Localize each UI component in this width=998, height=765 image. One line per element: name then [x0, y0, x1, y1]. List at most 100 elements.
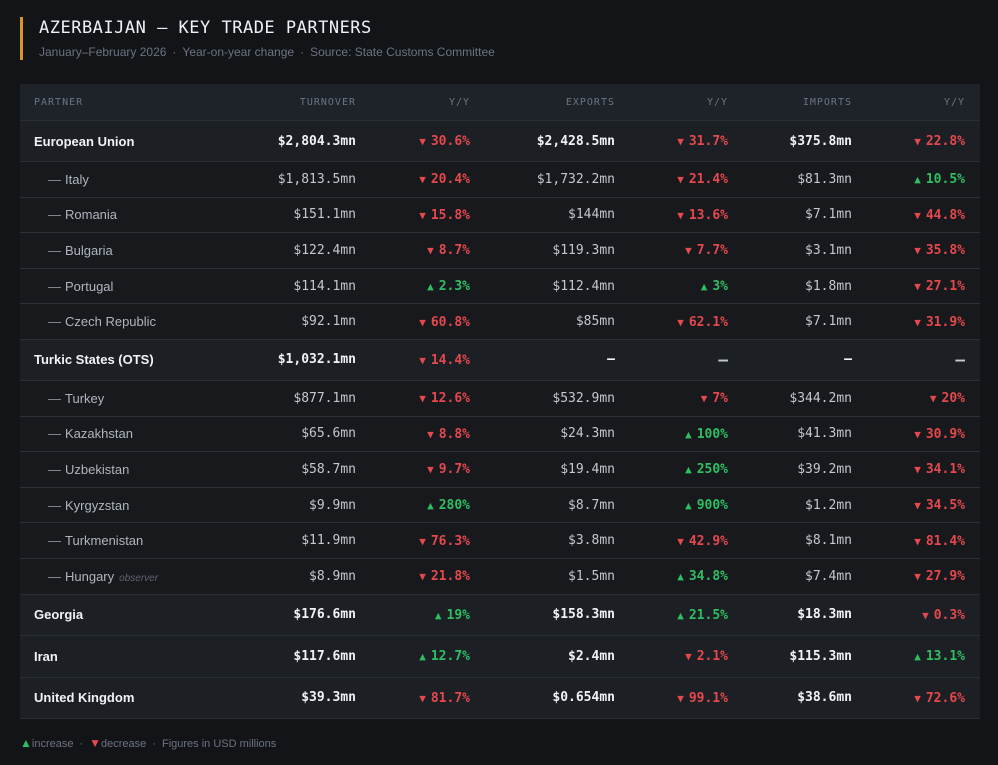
change-value: 13.6%: [688, 207, 728, 223]
imports-value: $344.2mn: [789, 390, 852, 406]
turnover-yy-change: ▼ 8.7%: [356, 241, 470, 259]
arrow-down-icon: ▼: [677, 315, 684, 329]
imports-yy-change: ▼ 30.9%: [852, 425, 965, 443]
partner-name: — Romania: [20, 207, 236, 222]
arrow-down-icon: ▼: [677, 534, 684, 548]
change-value: 21.5%: [688, 607, 728, 623]
partner-label: Czech Republic: [65, 314, 157, 330]
table-row[interactable]: — Portugal $114.1mn ▲ 2.3% $112.4mn ▲ 3% $1.8mn ▼…: [20, 268, 980, 305]
column-header-imports[interactable]: IMPORTS: [802, 96, 852, 108]
arrow-up-icon: ▲: [685, 427, 692, 441]
imports-value: $7.1mn: [805, 314, 852, 330]
table-row[interactable]: — Turkmenistan $11.9mn ▼ 76.3% $3.8mn ▼ 42.9% $8…: [20, 523, 980, 559]
partner-label: United Kingdom: [34, 690, 135, 706]
arrow-down-icon: ▼: [700, 392, 708, 406]
turnover-yy-change: ▼ 14.4%: [356, 351, 470, 369]
trade-partners-table: PARTNER TURNOVER Y/Y EXPORTS Y/Y IMPORTS…: [20, 84, 980, 719]
table-row[interactable]: — Romania $151.1mn ▼ 15.8% $144mn ▼ 13.6% $7.1mn…: [20, 197, 980, 234]
turnover-value: $8.9mn: [309, 568, 356, 584]
exports-value: $2.4mn: [568, 648, 615, 664]
exports-value: —: [607, 352, 615, 368]
arrow-up-icon: ▲: [685, 463, 692, 477]
exports-value: $24.3mn: [560, 426, 615, 442]
imports-value: $1.8mn: [805, 278, 852, 294]
arrow-down-icon: ▼: [427, 244, 434, 258]
change-value: 8.7%: [438, 243, 470, 259]
imports-value: $38.6mn: [797, 690, 852, 706]
change-value: 280%: [438, 498, 470, 514]
arrow-down-icon: ▼: [914, 534, 921, 548]
table-row[interactable]: — Kazakhstan $65.6mn ▼ 8.8% $24.3mn ▲ 100% $41.3…: [20, 416, 980, 453]
arrow-down-icon: ▼: [914, 570, 921, 584]
table-row[interactable]: — Czech Republic $92.1mn ▼ 60.8% $85mn ▼ 62.1% $…: [20, 304, 980, 340]
arrow-up-icon: ▲: [685, 499, 692, 513]
imports-yy-change: ▼ 34.5%: [852, 496, 965, 514]
turnover-yy-change: ▲ 2.3%: [356, 277, 470, 295]
exports-value: $144mn: [568, 207, 615, 223]
table-row[interactable]: — Italy $1,813.5mn ▼ 20.4% $1,732.2mn ▼ 21.4% $8…: [20, 162, 980, 198]
indent-dash-icon: —: [48, 314, 61, 330]
exports-value: $19.4mn: [560, 461, 615, 477]
indent-dash-icon: —: [48, 568, 61, 584]
column-header-exports[interactable]: EXPORTS: [565, 96, 615, 108]
table-row-group[interactable]: European Union $2,804.3mn ▼ 30.6% $2,428.5mn…: [20, 121, 980, 162]
change-value: 72.6%: [925, 690, 965, 706]
partner-name: — Portugal: [20, 279, 236, 294]
change-value: 21.4%: [688, 172, 728, 188]
arrow-down-icon: ▼: [685, 650, 692, 664]
exports-yy-change: ▼ 13.6%: [615, 206, 728, 224]
arrow-down-icon: ▼: [914, 463, 921, 477]
turnover-value: $11.9mn: [301, 533, 356, 549]
exports-yy-change: ▲ 34.8%: [615, 567, 728, 585]
partner-name: — Turkey: [20, 391, 236, 406]
arrow-down-icon: ▼: [419, 534, 426, 548]
arrow-up-icon: ▲: [914, 173, 921, 187]
table-row[interactable]: — Uzbekistan $58.7mn ▼ 9.7% $19.4mn ▲ 250% $39.2…: [20, 452, 980, 488]
partner-label: Kyrgyzstan: [65, 497, 130, 513]
arrow-down-icon: ▼: [685, 244, 692, 258]
table-row-group[interactable]: United Kingdom $39.3mn ▼ 81.7% $0.654mn ▼ 99.1…: [20, 677, 980, 719]
turnover-value: $2,804.3mn: [277, 133, 356, 149]
table-body: European Union $2,804.3mn ▼ 30.6% $2,428.5mn…: [20, 121, 980, 719]
table-row-group[interactable]: Iran $117.6mn ▲ 12.7% $2.4mn ▼ 2.1% $115.3mn ▲ 13…: [20, 635, 980, 678]
turnover-yy-change: ▼ 30.6%: [356, 132, 470, 150]
arrow-down-icon: ▼: [914, 244, 921, 258]
imports-value: $18.3mn: [797, 607, 852, 623]
page-title: AZERBAIJAN — KEY TRADE PARTNERS: [39, 18, 372, 38]
table-row[interactable]: — Kyrgyzstan $9.9mn ▲ 280% $8.7mn ▲ 900% $1.2mn ▼…: [20, 487, 980, 524]
empty-value: —: [718, 349, 728, 369]
turnover-value: $65.6mn: [301, 426, 356, 442]
table-row[interactable]: — Hungary observer $8.9mn ▼ 21.8% $1.5mn ▲ 34.8%…: [20, 558, 980, 595]
imports-yy-change: ▼ 44.8%: [852, 206, 965, 224]
exports-yy-change: ▲ 100%: [615, 425, 728, 443]
partner-name: — Kyrgyzstan: [20, 498, 236, 513]
arrow-down-icon: ▼: [419, 691, 426, 705]
imports-yy-change: ▼ 34.1%: [852, 460, 965, 478]
column-header-exports-yy[interactable]: Y/Y: [706, 96, 728, 108]
column-header-turnover[interactable]: TURNOVER: [299, 96, 356, 108]
partner-name: — Hungary observer: [20, 569, 236, 584]
table-row[interactable]: — Bulgaria $122.4mn ▼ 8.7% $119.3mn ▼ 7.7% $3.1m…: [20, 233, 980, 269]
arrow-down-icon: ▼: [427, 427, 434, 441]
partner-label: European Union: [34, 133, 135, 149]
imports-value: $8.1mn: [805, 533, 852, 549]
exports-yy-change: ▼ 99.1%: [615, 689, 728, 707]
partner-label: Romania: [65, 207, 118, 223]
partner-name: Georgia: [20, 607, 236, 622]
change-value: 22.8%: [925, 134, 965, 149]
change-value: 62.1%: [688, 314, 728, 330]
column-header-imports-yy[interactable]: Y/Y: [943, 96, 965, 108]
change-value: 34.8%: [688, 569, 728, 585]
change-value: 60.8%: [430, 314, 470, 330]
table-row[interactable]: — Turkey $877.1mn ▼ 12.6% $532.9mn ▼ 7% $344.2mn…: [20, 380, 980, 417]
exports-yy-change: ▲ 250%: [615, 460, 728, 478]
imports-yy-change: ▼ 81.4%: [852, 532, 965, 550]
table-row-group[interactable]: Turkic States (OTS) $1,032.1mn ▼ 14.4% — — — —: [20, 339, 980, 381]
column-header-partner[interactable]: PARTNER: [34, 96, 84, 108]
column-header-turnover-yy[interactable]: Y/Y: [448, 96, 470, 108]
arrow-up-icon: ▲: [677, 608, 684, 622]
change-value: 10.5%: [925, 172, 965, 188]
table-row-group[interactable]: Georgia $176.6mn ▲ 19% $158.3mn ▲ 21.5% $18.3mn…: [20, 594, 980, 636]
partner-label: Portugal: [65, 278, 114, 294]
turnover-value: $114.1mn: [293, 278, 356, 294]
